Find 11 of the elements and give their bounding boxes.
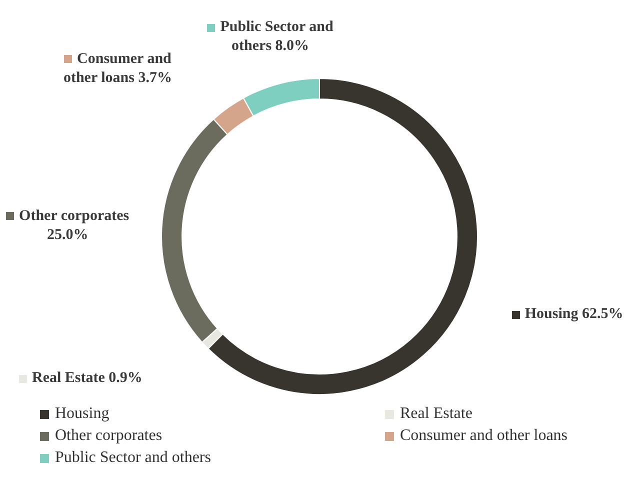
legend-label: Other corporates bbox=[18, 206, 130, 226]
data-label: 25.0% bbox=[46, 226, 90, 245]
legend-label: Housing bbox=[55, 405, 110, 423]
legend-label: Real Estate bbox=[400, 405, 472, 423]
category-label: Real Estate 0.9% bbox=[32, 370, 142, 386]
category-label: Consumer and other loans 3.7% bbox=[63, 50, 172, 86]
legend-label: Public Sector and others bbox=[55, 449, 211, 467]
category-label: Other corporates bbox=[55, 427, 162, 444]
category-label: Housing 62.5% bbox=[524, 306, 624, 322]
legend-label: Consumer and other loans bbox=[400, 427, 568, 445]
category-label: Public Sector and others 8.0% bbox=[220, 18, 334, 54]
